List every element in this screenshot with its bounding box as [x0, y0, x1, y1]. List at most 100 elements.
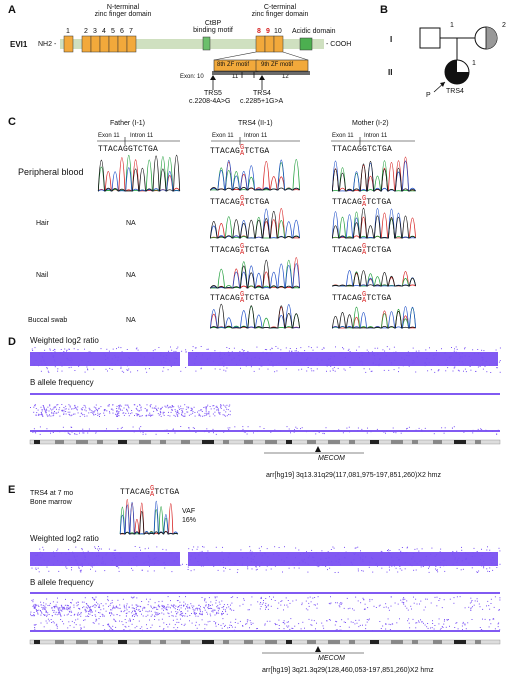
e-log2-noise — [411, 565, 413, 567]
nh2-label: NH2 - — [38, 41, 57, 48]
e-baf-upper — [141, 601, 143, 602]
e-baf-het — [84, 608, 86, 610]
e-log2-noise — [258, 547, 260, 549]
d-log2-noise — [89, 351, 91, 353]
d-baf-het — [150, 415, 152, 417]
d-baf-het — [207, 413, 209, 415]
d-baf-het — [46, 414, 48, 416]
d-log2-noise — [398, 371, 399, 373]
e-baf-lower — [242, 625, 244, 626]
e-baf-lower — [161, 618, 163, 620]
e-ideogram-band — [244, 640, 253, 644]
d-baf-het — [167, 404, 169, 406]
e-log2-noise — [490, 559, 492, 561]
d-baf-top — [30, 393, 500, 395]
e-log2-noise — [68, 552, 70, 554]
e-baf-upper — [330, 596, 331, 598]
e-baf-lower — [387, 618, 389, 620]
e-baf-het — [128, 606, 130, 608]
e-log2-noise — [236, 571, 238, 573]
e-log2-noise — [147, 556, 149, 558]
father-hair-na: NA — [126, 220, 136, 227]
e-baf-lower — [385, 628, 387, 630]
e-baf-lower — [484, 618, 486, 620]
e-baf-lower — [441, 626, 443, 627]
e-baf-top — [30, 592, 500, 594]
mother-sequence: TTACAGGTCTGA — [332, 145, 393, 154]
d-log2-noise — [167, 369, 169, 371]
d-log2-noise — [384, 350, 386, 352]
e-baf-upper — [216, 596, 218, 598]
proband-marker: P — [426, 92, 431, 99]
d-baf-het — [128, 407, 130, 409]
d-baf-het — [86, 415, 88, 417]
e-baf-het — [225, 609, 226, 611]
e-baf-upper — [404, 605, 406, 607]
e-log2-noise — [409, 563, 411, 565]
d-log2-noise — [213, 360, 214, 362]
e-baf-upper — [385, 606, 387, 608]
e-baf-lower — [426, 626, 428, 628]
d-log2-noise — [339, 352, 341, 354]
e-baf-upper — [407, 609, 409, 611]
e-baf-upper — [77, 601, 79, 603]
d-log2-noise — [121, 370, 123, 372]
e-sequence: TTACAG G A TCTGA — [120, 485, 180, 499]
e-baf-upper — [218, 601, 220, 603]
e-baf-upper — [126, 603, 128, 605]
d-baf-noise — [64, 431, 66, 433]
e-baf-het — [45, 607, 47, 609]
d-log2-noise — [452, 365, 454, 366]
ctbp-box — [202, 36, 211, 51]
e-baf-het — [53, 606, 55, 608]
e-baf-upper — [367, 607, 369, 609]
d-log2-noise — [377, 353, 379, 355]
d-baf-het — [228, 413, 230, 415]
d-baf-het — [226, 404, 228, 406]
trs4-seq-buccal: TTACAG G A TCTGA — [210, 291, 270, 305]
e-baf-het — [89, 613, 91, 615]
e-baf-lower — [55, 624, 57, 626]
e-log2-noise — [282, 571, 283, 573]
e-baf-het — [116, 605, 117, 607]
d-baf-noise — [172, 429, 174, 431]
e-baf-het — [200, 606, 201, 608]
e-baf-upper — [411, 608, 412, 610]
e-baf-lower — [408, 622, 410, 624]
d-baf-noise — [46, 428, 48, 430]
e-baf-lower — [348, 626, 350, 628]
d-baf-het — [53, 407, 55, 409]
e-baf-het — [111, 609, 113, 611]
d-baf-het — [77, 412, 79, 414]
e-log2-noise — [264, 553, 266, 555]
e-log2-noise — [452, 553, 453, 555]
e-baf-upper — [402, 602, 404, 604]
e-baf-het — [80, 615, 82, 617]
e-log2-noise — [473, 547, 475, 549]
e-log2-noise — [302, 560, 304, 562]
d-baf-het — [116, 410, 118, 412]
e-baf-bottom — [30, 630, 500, 632]
d-log2-noise — [360, 360, 362, 362]
d-baf-noise — [274, 429, 276, 431]
mother-intron: Intron 11 — [364, 133, 388, 139]
d-baf-het — [118, 411, 120, 412]
e-baf-lower — [455, 622, 457, 624]
e-baf-lower — [420, 619, 421, 621]
d-log2-noise — [444, 352, 446, 354]
d-log2-noise — [275, 346, 277, 347]
d-log2-noise — [335, 346, 336, 348]
e-baf-het — [183, 604, 184, 606]
d-log2-noise — [147, 352, 149, 354]
e-baf-lower — [385, 623, 387, 625]
e-baf-upper — [91, 597, 93, 598]
e-log2-noise — [102, 556, 104, 558]
e-log2-noise — [392, 560, 394, 562]
e-ideogram-band — [475, 640, 481, 644]
e-baf-het — [55, 611, 57, 613]
e-baf-lower — [154, 619, 155, 620]
d-log2-noise — [434, 371, 436, 373]
d-log2-noise — [78, 365, 80, 366]
d-log2-noise — [461, 361, 463, 363]
e-baf-upper — [498, 609, 500, 610]
